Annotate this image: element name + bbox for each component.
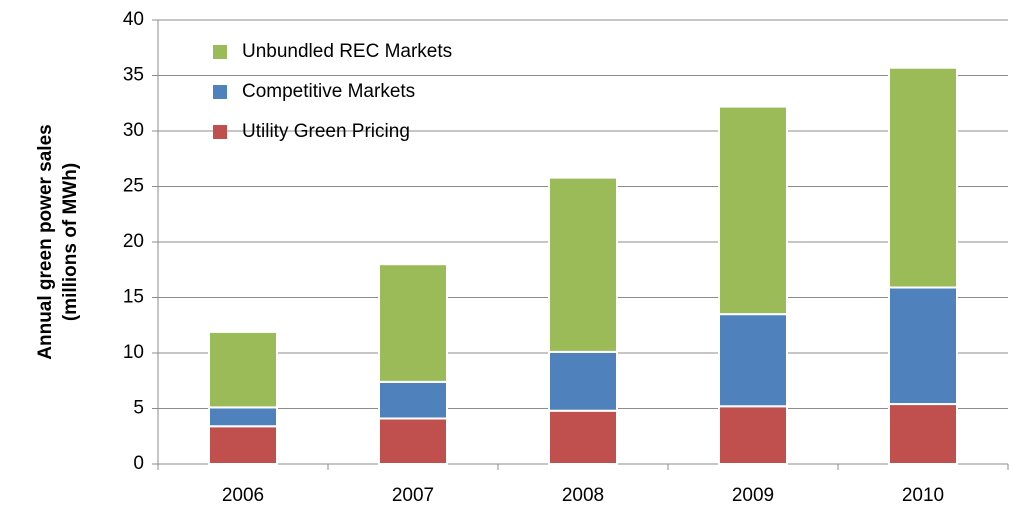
x-tick-label: 2010 <box>902 485 944 506</box>
bar-segment <box>888 403 958 465</box>
y-tick-label: 35 <box>123 65 144 86</box>
legend-label: Utility Green Pricing <box>242 121 410 142</box>
y-tick-label: 40 <box>123 9 144 30</box>
y-tick-label: 30 <box>123 120 144 141</box>
bar-segment <box>718 105 788 316</box>
y-tick-label: 5 <box>133 398 144 419</box>
y-tick-label: 20 <box>123 231 144 252</box>
x-tick-label: 2007 <box>392 485 434 506</box>
y-tick-label: 25 <box>123 176 144 197</box>
bar-segment <box>888 286 958 406</box>
y-axis-label: (millions of MWh) <box>60 163 81 321</box>
legend-label: Unbundled REC Markets <box>242 41 452 62</box>
y-tick-label: 0 <box>133 453 144 474</box>
x-tick-label: 2009 <box>732 485 774 506</box>
legend-swatch <box>213 85 227 99</box>
x-tick-label: 2006 <box>222 485 264 506</box>
bar-segment <box>548 350 618 412</box>
bar-segment <box>378 417 448 465</box>
legend-swatch <box>213 45 227 59</box>
y-axis-label: Annual green power sales <box>35 124 56 359</box>
bar-segment <box>548 176 618 353</box>
bar-segment <box>208 425 278 466</box>
x-tick-label: 2008 <box>562 485 604 506</box>
bar-segment <box>718 313 788 408</box>
bar-segment <box>378 263 448 383</box>
legend-swatch <box>213 125 227 139</box>
y-tick-label: 15 <box>123 287 144 308</box>
bar-segment <box>888 66 958 289</box>
bar-segment <box>378 380 448 420</box>
legend-label: Competitive Markets <box>242 81 415 102</box>
bar-segment <box>548 409 618 465</box>
bar-segment <box>718 405 788 465</box>
y-tick-label: 10 <box>123 342 144 363</box>
bar-segment <box>208 330 278 409</box>
bar-segment <box>208 406 278 428</box>
